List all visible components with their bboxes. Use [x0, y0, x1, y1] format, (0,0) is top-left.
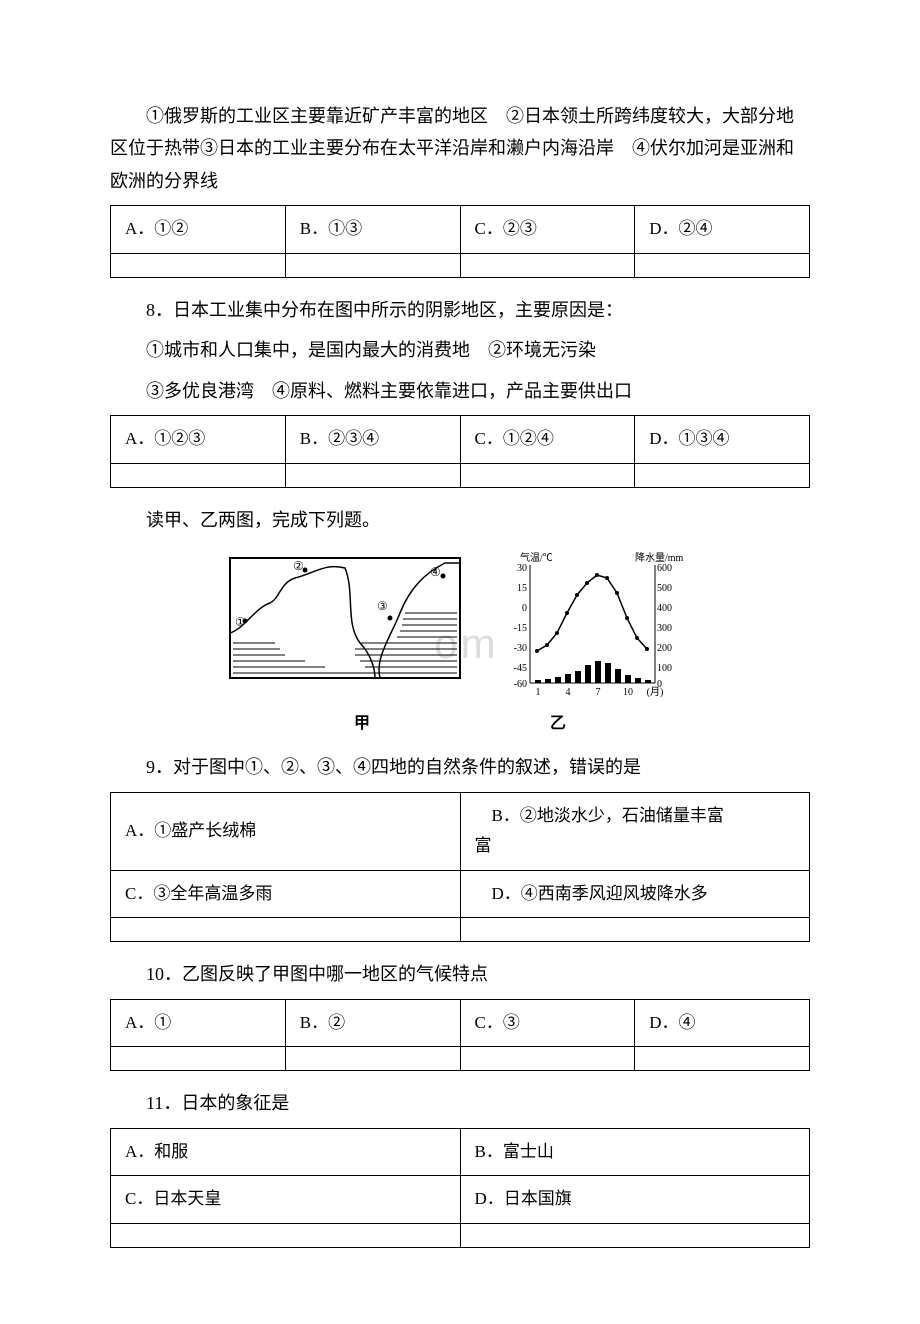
svg-text:10: 10 — [623, 687, 633, 698]
svg-text:500: 500 — [657, 583, 672, 594]
q7-option-d: D．②④ — [635, 206, 810, 254]
q10-options-table: A．① B．② C．③ D．④ — [110, 999, 810, 1072]
q9-option-a: A．①盛产长绒棉 — [111, 792, 461, 870]
q11-option-d: D．日本国旗 — [460, 1176, 810, 1224]
q11-option-b: B．富士山 — [460, 1128, 810, 1176]
q9-head: 9．对于图中①、②、③、④四地的自然条件的叙述，错误的是 — [110, 751, 810, 783]
q10-head: 10．乙图反映了甲图中哪一地区的气候特点 — [110, 958, 810, 990]
svg-text:④: ④ — [430, 565, 441, 579]
svg-text:200: 200 — [657, 643, 672, 654]
q8-option-d: D．①③④ — [635, 415, 810, 463]
svg-text:1: 1 — [536, 687, 541, 698]
q8-option-a: A．①②③ — [111, 415, 286, 463]
svg-text:15: 15 — [517, 583, 527, 594]
table-row: A．① B．② C．③ D．④ — [111, 999, 810, 1047]
table-row — [111, 918, 810, 942]
q9-options-table: A．①盛产长绒棉 B．②地淡水少，石油储量丰富 富 C．③全年高温多雨 D．④西… — [110, 792, 810, 943]
q7-stem: ①俄罗斯的工业区主要靠近矿产丰富的地区 ②日本领土所跨纬度较大，大部分地区位于热… — [110, 100, 810, 197]
table-row: A．①②③ B．②③④ C．①②④ D．①③④ — [111, 415, 810, 463]
svg-text:4: 4 — [566, 687, 571, 698]
table-row: A．①盛产长绒棉 B．②地淡水少，石油储量丰富 富 — [111, 792, 810, 870]
svg-text:100: 100 — [657, 663, 672, 674]
q11-option-c: C．日本天皇 — [111, 1176, 461, 1224]
svg-text:-45: -45 — [514, 663, 527, 674]
q8-option-c: C．①②④ — [460, 415, 635, 463]
table-row: C．③全年高温多雨 D．④西南季风迎风坡降水多 — [111, 870, 810, 918]
table-row: C．日本天皇 D．日本国旗 — [111, 1176, 810, 1224]
table-row: A．和服 B．富士山 — [111, 1128, 810, 1176]
svg-text:0: 0 — [522, 603, 527, 614]
q7-option-a: A．①② — [111, 206, 286, 254]
q11-head: 11．日本的象征是 — [110, 1087, 810, 1119]
svg-text:-60: -60 — [514, 679, 527, 690]
q10-option-c: C．③ — [460, 999, 635, 1047]
q8-head: 8．日本工业集中分布在图中所示的阴影地区，主要原因是： — [110, 294, 810, 326]
svg-text:③: ③ — [377, 599, 388, 613]
table-row — [111, 1047, 810, 1071]
table-row — [111, 1223, 810, 1247]
q8-line2: ③多优良港湾 ④原料、燃料主要依靠进口，产品主要供出口 — [110, 375, 810, 407]
q9-option-b: B．②地淡水少，石油储量丰富 富 — [460, 792, 810, 870]
q10-option-d: D．④ — [635, 999, 810, 1047]
table-row — [111, 463, 810, 487]
table-row: A．①② B．①③ C．②③ D．②④ — [111, 206, 810, 254]
q8-line1: ①城市和人口集中，是国内最大的消费地 ②环境无污染 — [110, 334, 810, 366]
q8-options-table: A．①②③ B．②③④ C．①②④ D．①③④ — [110, 415, 810, 488]
svg-text:400: 400 — [657, 603, 672, 614]
q8-option-b: B．②③④ — [285, 415, 460, 463]
q11-options-table: A．和服 B．富士山 C．日本天皇 D．日本国旗 — [110, 1128, 810, 1248]
svg-text:600: 600 — [657, 563, 672, 574]
svg-text:-30: -30 — [514, 643, 527, 654]
q9-option-d: D．④西南季风迎风坡降水多 — [460, 870, 810, 918]
svg-text:(月): (月) — [647, 686, 664, 698]
q7-option-c: C．②③ — [460, 206, 635, 254]
map-caption-left: 甲 — [354, 710, 370, 739]
q9-option-c: C．③全年高温多雨 — [111, 870, 461, 918]
map-and-chart-svg: ① ② ③ ④ 气温/℃ 降水量/mm 30150 -15-30-45-60 6… — [225, 548, 695, 698]
q7-option-b: B．①③ — [285, 206, 460, 254]
table-row — [111, 253, 810, 277]
figure-container: om ① ② ③ ④ 气温/℃ 降水量/mm 30150 — [110, 548, 810, 739]
svg-text:7: 7 — [596, 687, 601, 698]
svg-text:②: ② — [293, 559, 304, 573]
q10-option-a: A．① — [111, 999, 286, 1047]
map-caption-right: 乙 — [550, 710, 566, 739]
q11-option-a: A．和服 — [111, 1128, 461, 1176]
map-intro: 读甲、乙两图，完成下列题。 — [110, 504, 810, 536]
q10-option-b: B．② — [285, 999, 460, 1047]
svg-text:①: ① — [235, 615, 246, 629]
svg-text:30: 30 — [517, 563, 527, 574]
svg-text:-15: -15 — [514, 623, 527, 634]
q7-options-table: A．①② B．①③ C．②③ D．②④ — [110, 205, 810, 278]
svg-text:300: 300 — [657, 623, 672, 634]
